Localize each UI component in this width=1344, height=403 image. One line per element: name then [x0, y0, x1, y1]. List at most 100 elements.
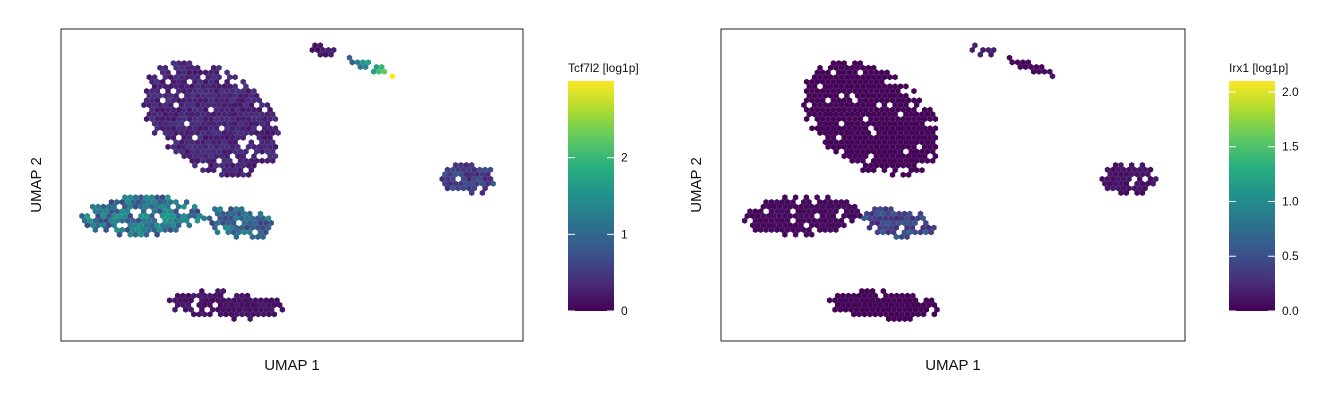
hexbin-cell: [871, 139, 877, 146]
hexbin-cell: [930, 148, 936, 155]
hexbin-cell: [248, 92, 254, 99]
hexbin-cell: [825, 125, 831, 132]
hexbin-cell: [882, 215, 889, 222]
hexbin-cell: [237, 129, 244, 136]
colorbar-tick-label: 2: [621, 151, 628, 165]
hexbin-cell: [236, 210, 242, 217]
hexbin-cell: [154, 88, 160, 95]
hexbin-cell: [779, 226, 785, 233]
hexbin-cell: [184, 92, 190, 99]
hexbin-cell: [902, 306, 908, 313]
hexbin-cell: [235, 143, 241, 150]
hexbin-cell: [154, 125, 160, 132]
hexbin-cell: [95, 222, 101, 229]
hexbin-cell: [200, 157, 206, 164]
hexbin-cell: [175, 203, 182, 210]
hexbin-cell: [903, 139, 909, 146]
hexbin-cell: [1115, 185, 1121, 192]
hexbin-cell: [852, 143, 858, 150]
hexbin-cell: [219, 97, 225, 104]
hexbin-cell: [895, 115, 901, 123]
hexbin-cell: [809, 88, 815, 95]
hexbin-cell: [836, 78, 842, 85]
hexbin-cell: [750, 212, 756, 220]
hexbin-cell: [181, 115, 187, 123]
hexbin-cell: [923, 219, 929, 227]
hexbin-cell: [216, 64, 222, 71]
hexbin-cell: [918, 306, 924, 313]
hexbin-cell: [832, 297, 838, 304]
hexbin-cell: [871, 111, 877, 118]
hexbin-cell: [828, 64, 834, 71]
hexbin-cell: [138, 203, 144, 210]
hexbin-cell: [176, 106, 182, 113]
hexbin-cell: [232, 83, 238, 90]
hexbin-cell: [191, 292, 197, 299]
hexbin-cell: [862, 106, 869, 113]
hexbin-cell: [903, 120, 909, 127]
hexbin-cell: [886, 306, 892, 313]
hexbin-cell: [243, 92, 249, 99]
hexbin-cell: [209, 306, 216, 313]
hexbin-cell: [239, 292, 245, 299]
hexbin-cell: [857, 153, 863, 160]
hexbin-cell: [201, 301, 208, 309]
hexbin-cell: [886, 315, 892, 323]
hexbin-cell: [881, 83, 888, 90]
hexbin-cell: [860, 167, 866, 174]
hexbin-cell: [919, 139, 925, 146]
hexbin-cell: [1110, 166, 1116, 173]
hexbin-cell: [181, 69, 187, 76]
hexbin-cell: [869, 306, 876, 313]
hexbin-cell: [251, 153, 257, 160]
hexbin-cell: [251, 115, 257, 123]
hexbin-cell: [168, 83, 174, 90]
hexbin-cell: [213, 97, 220, 104]
hexbin-cell: [914, 167, 920, 174]
hexbin-cell: [165, 97, 171, 104]
hexbin-cell: [211, 64, 217, 71]
hexbin-cell: [213, 162, 220, 169]
hexbin-cell: [185, 301, 192, 309]
hexbin-cell: [857, 97, 863, 104]
hexbin-cell: [379, 63, 385, 71]
hexbin-cell: [240, 115, 246, 123]
hexbin-cell: [151, 226, 158, 233]
hexbin-cell: [838, 111, 845, 118]
hexbin-cell: [844, 208, 850, 215]
hexbin-cell: [931, 301, 937, 309]
hexbin-cell: [181, 143, 187, 150]
hexbin-cell: [859, 306, 865, 313]
hexbin-cell: [828, 111, 834, 118]
hexbin-cell: [1147, 175, 1154, 183]
hexbin-cell: [888, 311, 895, 318]
hexbin-cell: [227, 129, 233, 136]
hexbin-cell: [245, 97, 252, 104]
hexbin-cell: [924, 157, 931, 164]
hexbin-cell: [916, 97, 922, 104]
hexbin-cell: [213, 69, 220, 76]
hexbin-cell: [233, 206, 239, 213]
hexbin-cell: [452, 180, 459, 187]
hexbin-cell: [466, 185, 472, 192]
hexbin-cell: [173, 120, 179, 127]
hexbin-cell: [251, 106, 257, 113]
hexbin-cell: [165, 203, 171, 210]
hexbin-cell: [241, 210, 248, 217]
hexbin-cell: [160, 78, 166, 85]
hexbin-cell: [170, 97, 177, 104]
hexbin-cell: [1041, 68, 1048, 75]
hexbin-cell: [189, 120, 195, 127]
hexbin-cell: [266, 301, 272, 309]
hexbin-cell: [910, 301, 916, 309]
hexbin-cell: [323, 51, 329, 58]
hexbin-cell: [849, 74, 855, 81]
hexbin-cell: [1139, 189, 1146, 196]
hexbin-cell: [124, 226, 131, 233]
hexbin-cell: [450, 185, 456, 192]
hexbin-cell: [833, 102, 839, 109]
hexbin-cell: [822, 102, 828, 109]
hexbin-cell: [162, 217, 168, 224]
hexbin-cell: [151, 217, 158, 224]
hexbin-cell: [980, 46, 986, 54]
